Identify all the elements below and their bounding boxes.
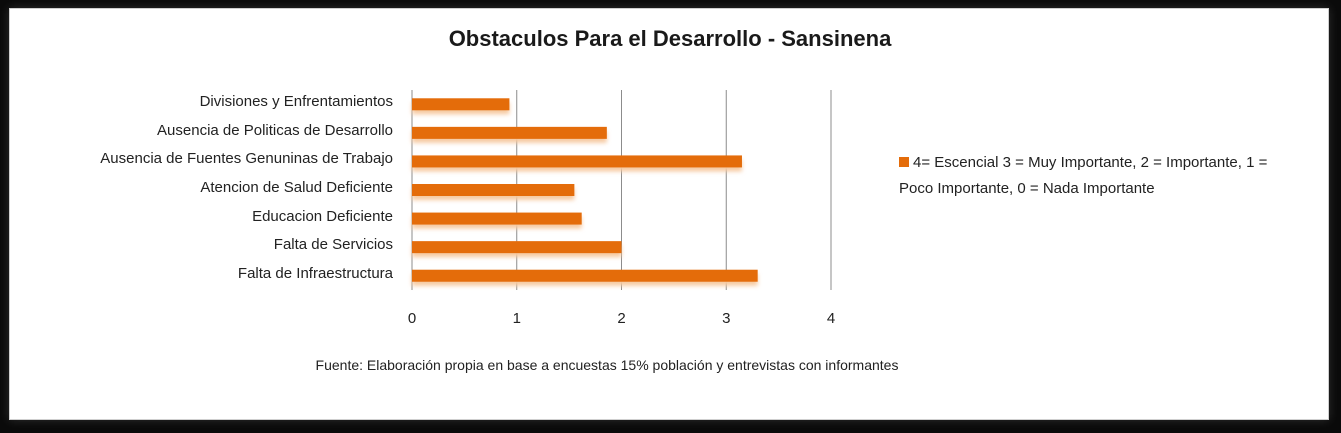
- x-tick-label: 1: [512, 310, 521, 327]
- x-tick-label: 3: [722, 310, 731, 327]
- bar: [412, 212, 582, 225]
- x-tick-label: 2: [617, 310, 626, 327]
- bar: [412, 98, 510, 111]
- category-label: Divisiones y Enfrentamientos: [199, 93, 393, 111]
- bar: [412, 241, 622, 254]
- bar: [412, 155, 742, 168]
- category-label: Falta de Servicios: [273, 236, 393, 254]
- bar: [412, 184, 575, 196]
- legend: 4= Escencial 3 = Muy Importante, 2 = Imp…: [899, 150, 1299, 202]
- bar: [412, 269, 758, 282]
- category-label: Ausencia de Fuentes Genuninas de Trabajo: [100, 150, 393, 168]
- bar: [412, 126, 607, 139]
- legend-swatch: [899, 157, 909, 167]
- category-label: Ausencia de Politicas de Desarrollo: [157, 121, 393, 139]
- chart-title: Obstaculos Para el Desarrollo - Sansinen…: [448, 26, 892, 51]
- category-label: Educacion Deficiente: [252, 207, 393, 225]
- legend-label: 4= Escencial 3 = Muy Importante, 2 = Imp…: [899, 154, 1268, 197]
- source-note: Fuente: Elaboración propia en base a enc…: [315, 357, 899, 373]
- category-label: Atencion de Salud Deficiente: [200, 179, 393, 196]
- x-tick-label: 4: [826, 310, 836, 327]
- x-tick-label: 0: [407, 310, 417, 327]
- category-label: Falta de Infraestructura: [237, 264, 393, 282]
- chart-frame: [9, 8, 1329, 420]
